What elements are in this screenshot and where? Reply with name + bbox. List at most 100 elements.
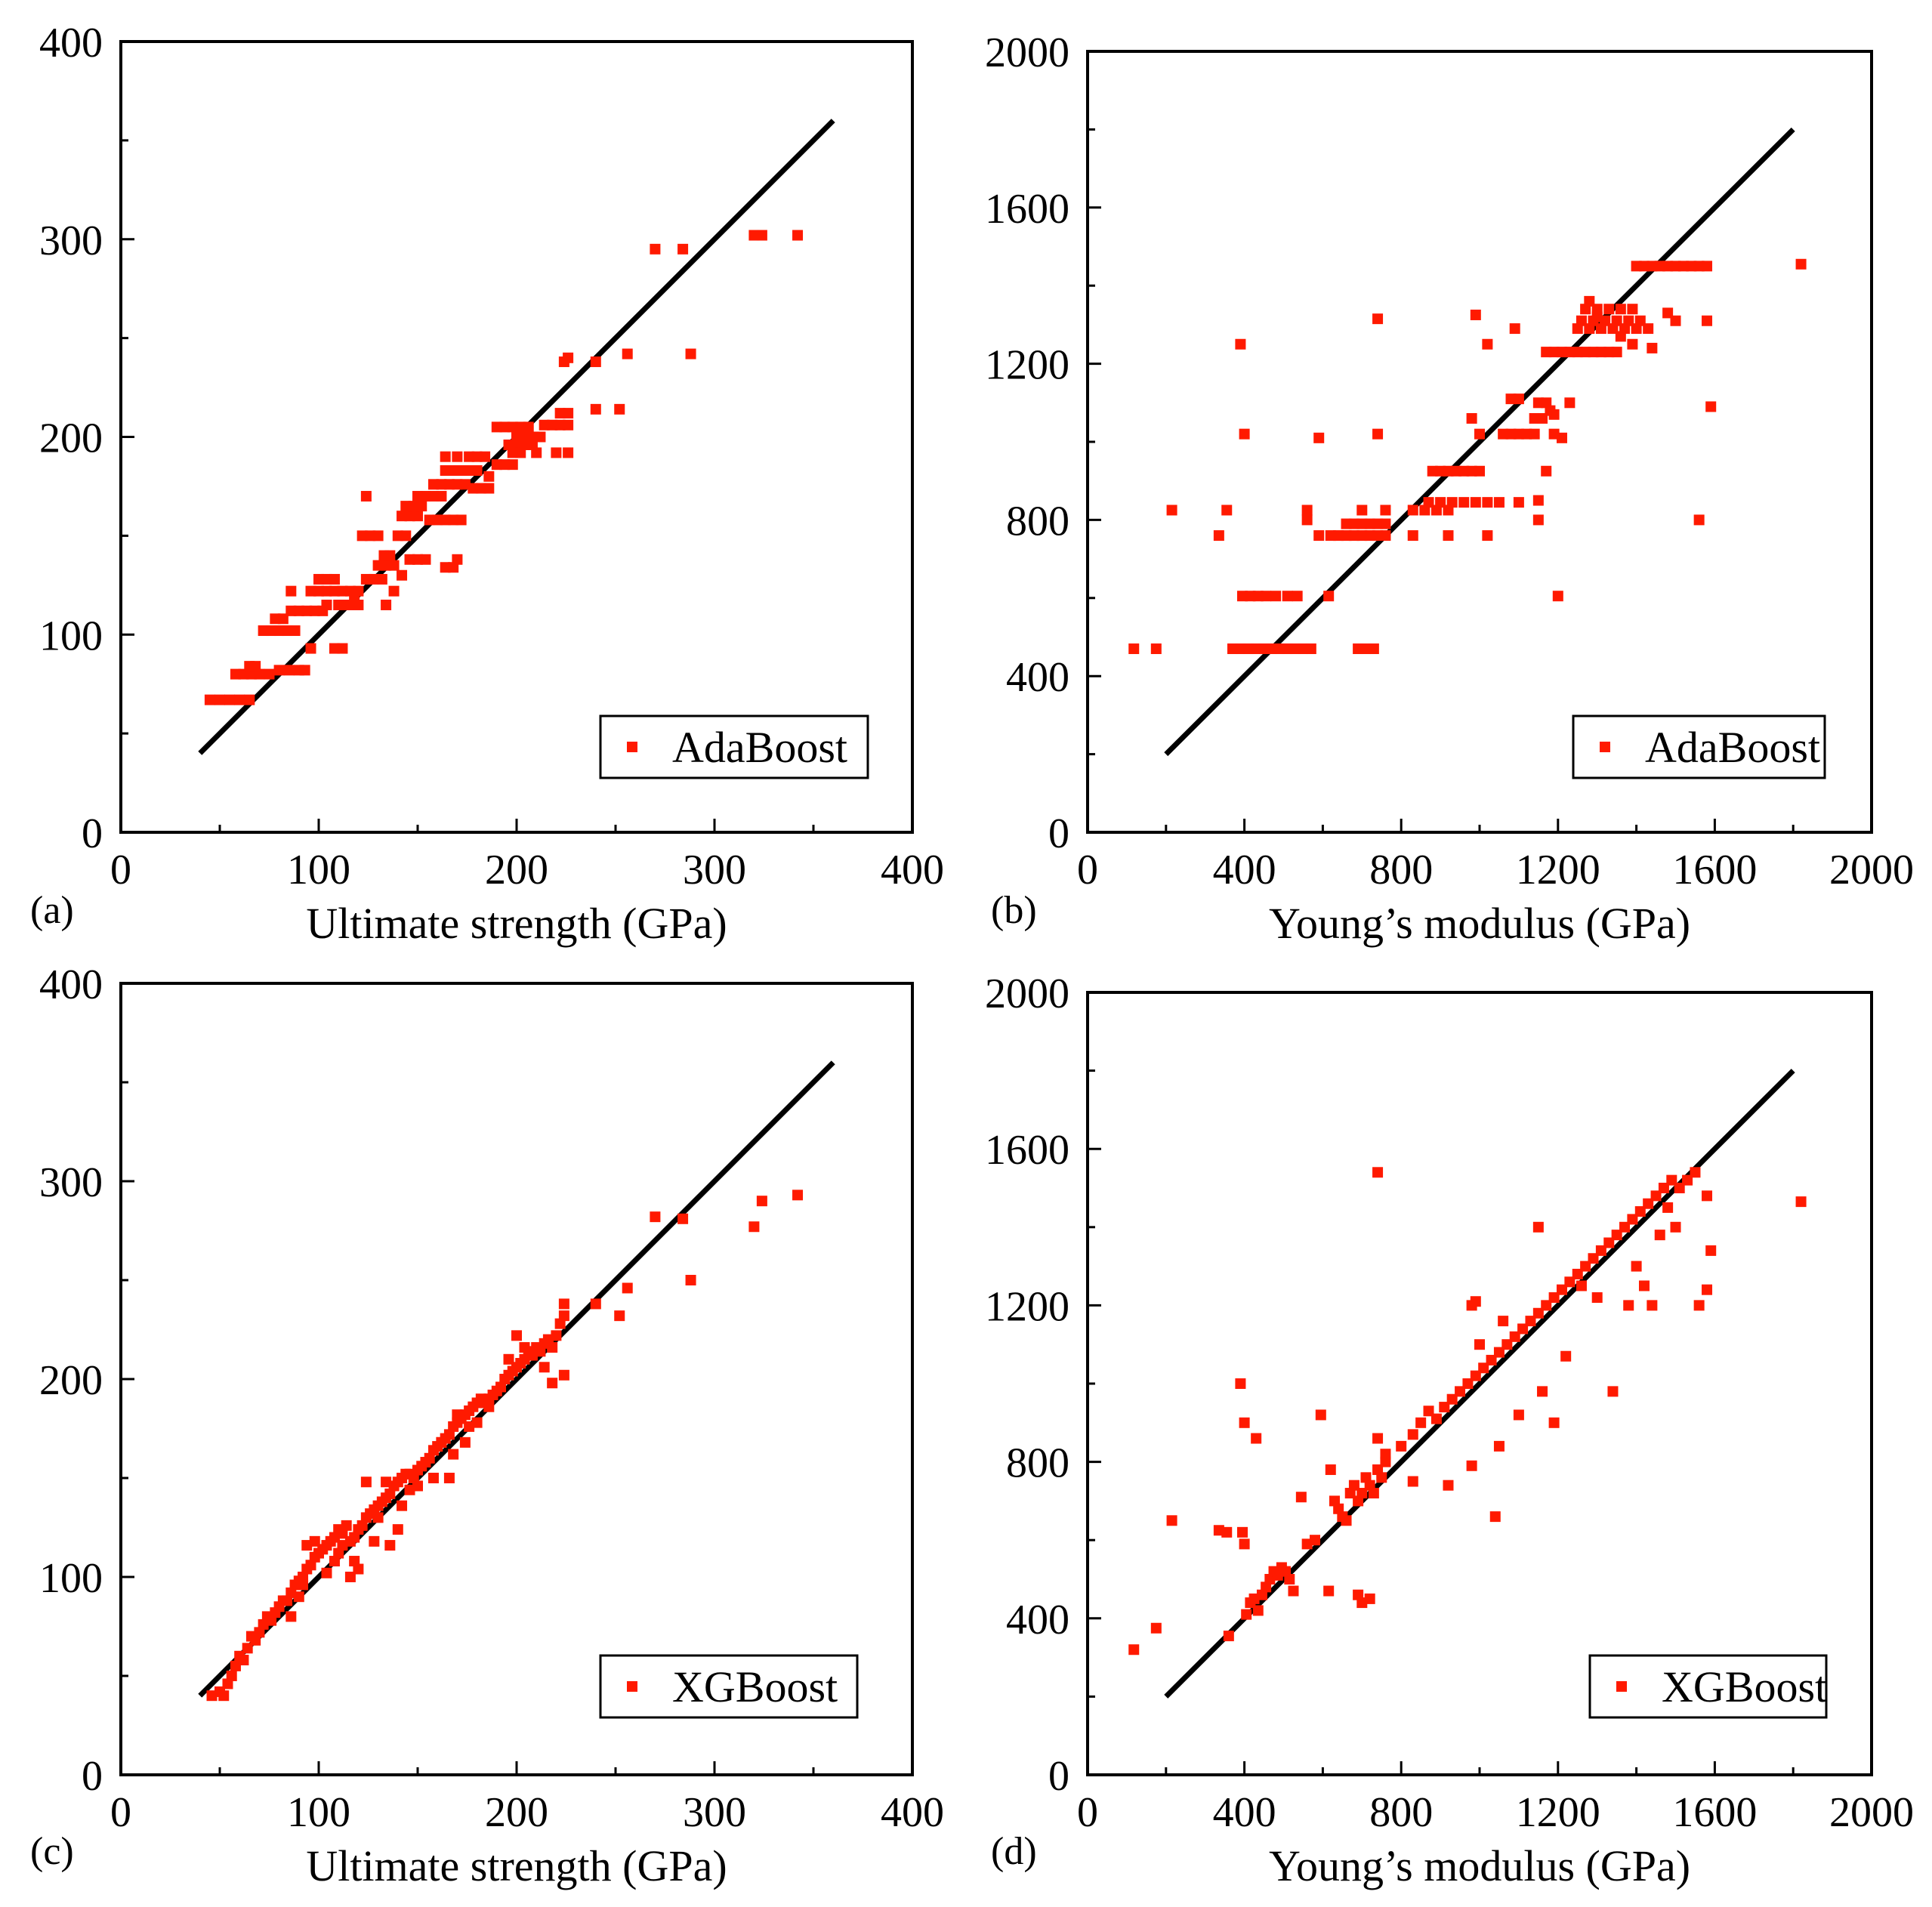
chart-b-data-point [1407, 505, 1418, 516]
chart-c-data-point [748, 1221, 760, 1233]
chart-d-data-point [1690, 1167, 1701, 1178]
chart-b-x-tick-label: 1200 [1516, 847, 1600, 893]
chart-a-data-point [614, 403, 625, 415]
chart-d-data-point [1128, 1644, 1140, 1656]
chart-b-data-point [1564, 397, 1576, 409]
chart-b-data-point [1634, 315, 1646, 326]
chart-c-data-point [353, 1563, 364, 1575]
chart-b-data-point [1576, 315, 1587, 326]
chart-c-legend-marker [627, 1681, 637, 1692]
chart-a-data-point [452, 554, 463, 565]
chart-a-data-point [400, 530, 412, 542]
chart-b-data-point [1458, 497, 1470, 508]
chart-d-x-tick-label: 2000 [1829, 1789, 1914, 1836]
chart-b-data-point [1513, 497, 1524, 508]
chart-c-data-point [285, 1611, 297, 1622]
chart-c-data-point [558, 1310, 569, 1322]
chart-d-data-point [1702, 1284, 1713, 1295]
chart-d-legend-marker [1616, 1681, 1627, 1692]
chart-c-data-point [381, 1477, 392, 1488]
chart-d-data-point [1288, 1585, 1299, 1597]
chart-d-data-point [1407, 1476, 1418, 1487]
chart-b-data-point [1611, 315, 1622, 326]
chart-a-data-point [685, 348, 696, 359]
chart-d-data-point [1396, 1440, 1407, 1452]
chart-d-data-point [1415, 1417, 1427, 1428]
chart-b-data-point [1356, 505, 1368, 516]
chart-d-data-point [1705, 1245, 1717, 1256]
chart-b-data-point [1482, 338, 1493, 350]
chart-c-data-point [685, 1275, 696, 1285]
chart-a-data-point [285, 585, 297, 597]
chart-d-data-point [1341, 1515, 1352, 1526]
panel-d: 0 400 800 1200 1600 2000 0 400 800 1200 1600 2000 Yo… [985, 970, 1914, 1890]
chart-d-x-tick-label: 1200 [1516, 1789, 1600, 1836]
chart-d-x-tick-label: 800 [1369, 1789, 1433, 1836]
chart-a-data-point [381, 599, 392, 610]
chart-b-y-tick-label: 1600 [985, 186, 1069, 233]
chart-b-data-point [1702, 315, 1713, 326]
chart-a-legend-box [599, 714, 869, 779]
chart-d-data-point [1623, 1300, 1634, 1311]
chart-c-data-point [526, 1350, 538, 1361]
chart-a-data-point [480, 451, 491, 462]
chart-c-data-point [238, 1655, 249, 1666]
chart-a-data-point [590, 403, 601, 415]
chart-a-data-point [523, 421, 534, 433]
chart-d-data-point [1548, 1417, 1560, 1428]
chart-a-y-tick-label: 300 [39, 218, 103, 264]
chart-b-data-point [1301, 514, 1313, 526]
chart-c-data-point [298, 1579, 309, 1591]
chart-d-data-point [1251, 1433, 1262, 1444]
chart-d-data-point [1466, 1460, 1477, 1471]
chart-a-data-point [321, 599, 332, 610]
chart-c-data-point [471, 1417, 483, 1428]
chart-a-x-tick-label: 100 [287, 847, 350, 893]
chart-a-data-point [677, 243, 689, 255]
chart-a-y-tick-label: 0 [82, 810, 103, 857]
chart-d-x-tick-label: 0 [1077, 1789, 1098, 1836]
chart-a-data-point [551, 447, 562, 458]
chart-d-data-point [1223, 1631, 1234, 1642]
chart-d-data-point [1498, 1316, 1509, 1327]
chart-b-data-point [1282, 591, 1293, 602]
chart-a-data-point [273, 665, 285, 676]
chart-c-y-tick-label: 200 [39, 1357, 103, 1404]
chart-a-x-tick-label: 200 [485, 847, 548, 893]
chart-b-data-point [1584, 295, 1595, 307]
chart-a-data-point [563, 352, 574, 363]
chart-b-data-point [1380, 505, 1391, 516]
chart-b-data-point [1482, 497, 1493, 508]
chart-b-data-point [1615, 304, 1626, 315]
chart-b-data-point [1623, 315, 1634, 326]
chart-a-data-point [535, 431, 546, 443]
chart-d-data-point [1670, 1221, 1681, 1233]
chart-b-y-tick-label: 1200 [985, 342, 1069, 389]
chart-b-data-point [1493, 497, 1505, 508]
chart-b-data-point [1627, 304, 1638, 315]
chart-d-data-point [1407, 1429, 1418, 1440]
chart-b-x-tick-label: 800 [1369, 847, 1433, 893]
chart-a-legend-marker [627, 742, 637, 752]
chart-a-data-point [372, 530, 384, 542]
chart-c-data-point [341, 1520, 352, 1531]
chart-b-x-tick-label: 2000 [1829, 847, 1914, 893]
chart-a-data-point [590, 356, 601, 368]
chart-b-data-point [1795, 258, 1807, 270]
chart-a-data-point [244, 694, 255, 705]
chart-a-data-point [388, 585, 400, 597]
chart-a-data-point [397, 569, 408, 581]
chart-b-data-point [1128, 643, 1140, 655]
chart-c-x-tick-label: 400 [881, 1789, 944, 1836]
chart-c-data-point [392, 1524, 403, 1535]
chart-d-data-point [1537, 1386, 1548, 1397]
chart-b-data-point [1482, 530, 1493, 542]
chart-b-data-point [1466, 412, 1477, 424]
chart-c-data-point [321, 1567, 332, 1578]
panel-c: 0 100 200 300 400 0 100 200 300 400 Ultimate stren… [30, 961, 944, 1890]
chart-d-data-point [1654, 1230, 1665, 1241]
chart-d-data-point [1591, 1292, 1603, 1304]
chart-c-data-point [293, 1591, 304, 1603]
chart-b-data-point [1627, 338, 1638, 350]
